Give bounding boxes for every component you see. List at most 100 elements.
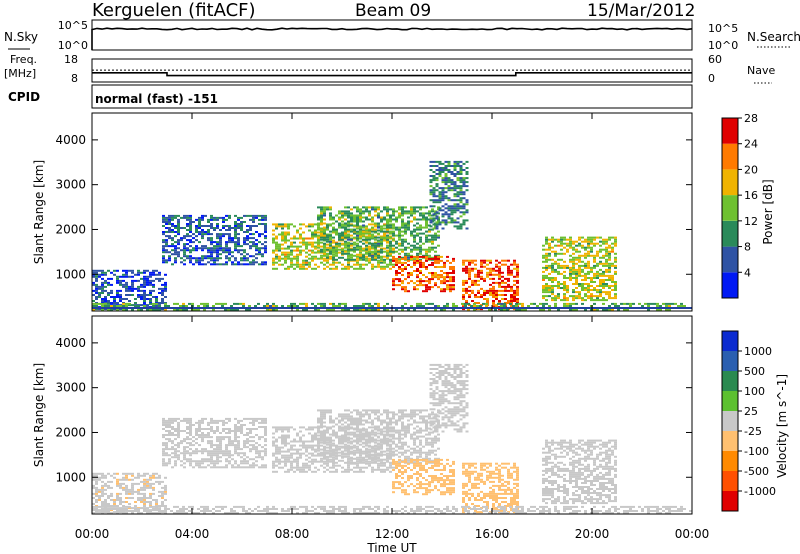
heatmap-cell — [264, 428, 267, 430]
heatmap-cell — [95, 296, 98, 298]
heatmap-cell — [237, 454, 240, 457]
heatmap-cell — [225, 225, 228, 227]
heatmap-cell — [614, 256, 617, 259]
heatmap-cell — [272, 237, 275, 240]
heatmap-cell — [329, 237, 332, 240]
heatmap-cell — [131, 486, 134, 489]
heatmap-cell — [171, 263, 174, 266]
heatmap-cell — [503, 305, 506, 307]
heatmap-cell — [353, 254, 356, 257]
heatmap-cell — [513, 261, 516, 264]
heatmap-cell — [146, 501, 149, 503]
heatmap-cell — [332, 459, 335, 462]
heatmap-cell — [338, 439, 341, 442]
heatmap-cell — [201, 233, 204, 236]
heatmap-cell — [326, 426, 329, 429]
heatmap-cell — [231, 263, 234, 266]
heatmap-cell — [575, 291, 578, 294]
heatmap-cell — [347, 252, 350, 255]
heatmap-cell — [359, 470, 362, 473]
heatmap-cell — [311, 428, 314, 431]
heatmap-cell — [504, 281, 507, 284]
heatmap-cell — [500, 305, 503, 307]
heatmap-cell — [234, 426, 237, 428]
heatmap-cell — [314, 448, 317, 451]
heatmap-cell — [428, 246, 431, 249]
heatmap-cell — [407, 222, 410, 225]
heatmap-cell — [644, 302, 647, 305]
heatmap-cell — [326, 439, 329, 442]
heatmap-cell — [210, 218, 213, 221]
heatmap-cell — [231, 454, 234, 457]
heatmap-cell — [504, 289, 507, 292]
heatmap-cell — [314, 263, 317, 266]
heatmap-cell — [383, 450, 386, 453]
heatmap-cell — [234, 221, 237, 223]
heatmap-cell — [107, 283, 110, 286]
heatmap-cell — [165, 221, 168, 223]
heatmap-cell — [347, 212, 350, 215]
heatmap-cell — [365, 236, 368, 239]
heatmap-cell — [104, 279, 107, 282]
heatmap-cell — [456, 193, 460, 196]
heatmap-cell — [299, 448, 302, 451]
heatmap-cell — [419, 240, 422, 243]
heatmap-cell — [453, 195, 457, 198]
heatmap-cell — [444, 207, 448, 210]
heatmap-cell — [431, 264, 434, 266]
heatmap-cell — [225, 452, 228, 455]
heatmap-cell — [671, 302, 674, 305]
heatmap-cell — [275, 267, 278, 270]
heatmap-cell — [272, 444, 275, 447]
heatmap-cell — [515, 302, 518, 305]
heatmap-cell — [465, 185, 469, 188]
heatmap-cell — [272, 251, 275, 254]
heatmap-cell — [317, 236, 320, 239]
heatmap-cell — [368, 231, 371, 234]
heatmap-cell — [261, 261, 264, 264]
heatmap-cell — [308, 225, 311, 228]
heatmap-cell — [219, 239, 222, 242]
heatmap-cell — [614, 285, 617, 287]
heatmap-cell — [305, 428, 308, 431]
heatmap-cell — [542, 291, 545, 294]
heatmap-cell — [186, 432, 189, 434]
heatmap-cell — [107, 302, 110, 305]
heatmap-cell — [210, 263, 213, 266]
heatmap-cell — [542, 289, 545, 291]
heatmap-cell — [180, 249, 183, 252]
heatmap-cell — [432, 195, 436, 198]
heatmap-cell — [195, 432, 198, 434]
heatmap-cell — [477, 283, 480, 286]
heatmap-cell — [231, 466, 234, 469]
heatmap-cell — [110, 495, 113, 497]
heatmap-cell — [237, 237, 240, 240]
heatmap-cell — [386, 234, 389, 237]
heatmap-cell — [264, 452, 267, 455]
heatmap-cell — [228, 440, 231, 443]
heatmap-cell — [332, 267, 335, 270]
heatmap-cell — [560, 240, 563, 243]
heatmap-cell — [599, 236, 602, 239]
heatmap-cell — [216, 243, 219, 246]
heatmap-cell — [234, 227, 237, 229]
heatmap-cell — [462, 304, 465, 307]
heatmap-cell — [590, 299, 593, 302]
heatmap-cell — [165, 259, 168, 262]
heatmap-cell — [308, 456, 311, 459]
heatmap-cell — [323, 302, 326, 305]
heatmap-cell — [489, 271, 492, 274]
heatmap-cell — [344, 305, 347, 307]
heatmap-cell — [428, 280, 431, 283]
heatmap-cell — [216, 241, 219, 244]
heatmap-cell — [581, 299, 584, 302]
heatmap-cell — [299, 436, 302, 439]
heatmap-cell — [554, 285, 557, 287]
heatmap-cell — [465, 160, 469, 163]
heatmap-cell — [195, 442, 198, 445]
heatmap-cell — [374, 238, 377, 241]
heatmap-cell — [440, 309, 443, 311]
heatmap-cell — [437, 234, 440, 237]
heatmap-cell — [444, 165, 448, 167]
heatmap-cell — [563, 274, 566, 277]
